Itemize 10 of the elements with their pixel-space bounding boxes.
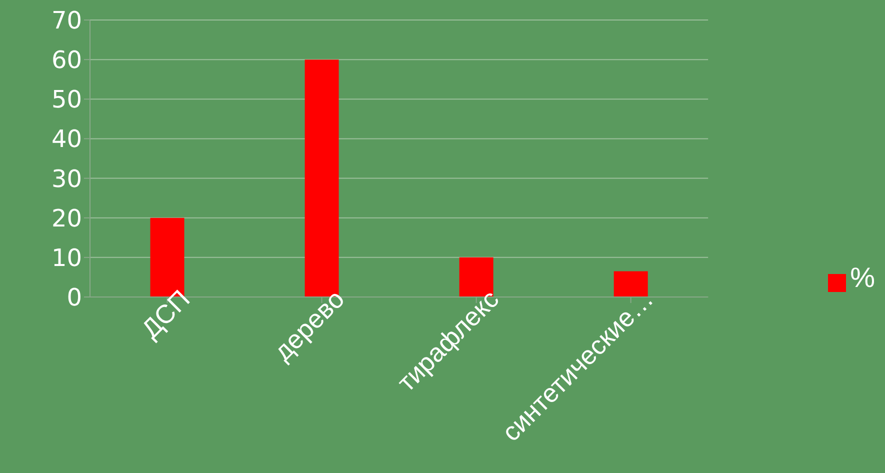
- y-tick-label: 30: [51, 164, 82, 193]
- legend-label: %: [850, 262, 875, 293]
- y-tick-label: 10: [51, 244, 82, 272]
- y-tick-label: 20: [51, 204, 82, 232]
- y-tick-label: 40: [51, 125, 82, 154]
- bar: [614, 271, 648, 297]
- y-tick-label: 70: [51, 6, 82, 35]
- y-tick-label: 0: [66, 284, 82, 312]
- y-tick-label: 60: [51, 46, 82, 74]
- y-tick-label: 50: [51, 86, 82, 114]
